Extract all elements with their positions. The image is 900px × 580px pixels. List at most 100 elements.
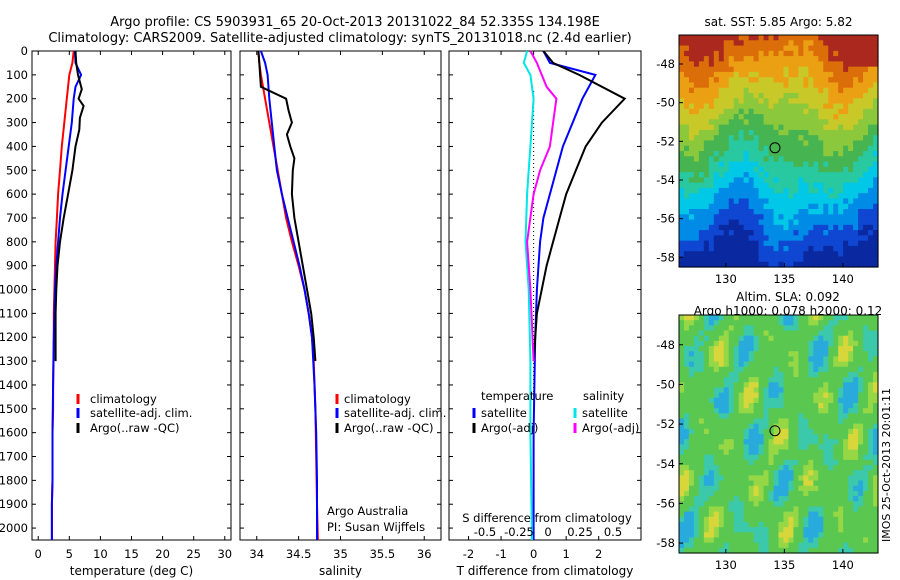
sst-cell [818, 151, 824, 157]
sst-cell [858, 124, 864, 131]
y-tick-label: 2000 [0, 521, 28, 535]
sla-cell [863, 480, 869, 487]
sla-cell [688, 382, 695, 389]
sla-cell [818, 434, 824, 440]
sla-cell [828, 454, 834, 461]
sla-cell [738, 387, 745, 394]
sst-cell [723, 119, 730, 126]
sst-cell [708, 71, 715, 78]
sst-cell [733, 219, 740, 226]
sst-cell [713, 177, 720, 184]
sst-cell [833, 119, 839, 126]
sst-cell [843, 103, 849, 110]
sla-cell [873, 371, 879, 378]
sla-cell [708, 413, 715, 420]
sst-cell [753, 203, 760, 210]
sst-cell [808, 93, 814, 99]
sla-cell [693, 320, 700, 326]
x-tick-label: 35 [333, 547, 348, 561]
sla-cell [708, 423, 715, 430]
sst-cell [808, 240, 814, 247]
sst-cell [778, 124, 785, 131]
sst-cell [679, 261, 685, 268]
sst-cell [868, 161, 874, 168]
sla-cell [783, 382, 790, 389]
sla-cell [708, 537, 715, 544]
sla-cell [688, 434, 695, 440]
sla-cell [838, 402, 844, 409]
sla-cell [803, 547, 809, 554]
sst-cell [798, 135, 804, 142]
sla-cell [808, 521, 814, 528]
sla-cell [698, 516, 705, 523]
sla-cell [843, 402, 849, 409]
sla-cell [848, 506, 854, 513]
sla-cell [818, 511, 824, 518]
sla-cell [853, 511, 859, 518]
sst-cell [848, 172, 854, 178]
sst-cell [863, 66, 869, 73]
sla-cell [778, 423, 785, 430]
sla-cell [758, 470, 765, 476]
sla-cell [703, 371, 710, 378]
sst-cell [708, 214, 715, 221]
sst-cell [813, 66, 819, 73]
sst-cell [679, 230, 685, 236]
sst-cell [723, 145, 730, 152]
sst-cell [803, 219, 809, 226]
sla-cell [863, 356, 869, 363]
sst-cell [818, 93, 824, 99]
sst-cell [733, 209, 740, 215]
sst-cell [708, 56, 715, 62]
sla-cell [853, 490, 859, 497]
sla-cell [833, 501, 839, 508]
sla-cell [793, 475, 799, 482]
sst-cell [873, 214, 879, 221]
sla-cell [818, 521, 824, 528]
sla-cell [783, 485, 790, 492]
sla-cell [813, 371, 819, 378]
sla-cell [848, 325, 854, 332]
sst-cell [768, 98, 775, 105]
sla-cell [703, 382, 710, 389]
sla-cell [748, 501, 755, 508]
sst-cell [838, 129, 844, 136]
sst-cell [743, 129, 750, 136]
sst-cell [788, 251, 795, 258]
sst-cell [803, 82, 809, 89]
sla-cell [823, 351, 829, 357]
sla-cell [708, 511, 715, 518]
sla-cell [698, 346, 705, 352]
sla-cell [748, 459, 755, 466]
sst-cell [743, 151, 750, 157]
sst-cell [723, 124, 730, 131]
sst-cell [863, 261, 869, 268]
sla-cell [823, 340, 829, 347]
sst-cell [698, 135, 705, 142]
sst-cell [828, 209, 834, 215]
sla-cell [688, 459, 695, 466]
sla-cell [848, 346, 854, 352]
sla-cell [683, 454, 690, 461]
sst-cell [753, 256, 760, 263]
sla-cell [753, 397, 760, 404]
sst-cell [818, 108, 824, 115]
sla-cell [818, 501, 824, 508]
sla-cell [758, 320, 765, 326]
sla-cell [813, 454, 819, 461]
sst-cell [853, 230, 859, 236]
sla-cell [833, 444, 839, 451]
sla-cell [693, 527, 700, 533]
sst-cell [808, 203, 814, 210]
sla-cell [868, 320, 874, 326]
sla-cell [813, 397, 819, 404]
sla-cell [813, 439, 819, 445]
sst-cell [863, 203, 869, 210]
sla-cell [768, 320, 775, 326]
sst-cell [743, 219, 750, 226]
sla-cell [793, 480, 799, 487]
sla-cell [858, 527, 864, 533]
sst-cell [803, 56, 809, 62]
sla-cell [848, 377, 854, 383]
sla-cell [688, 346, 695, 352]
